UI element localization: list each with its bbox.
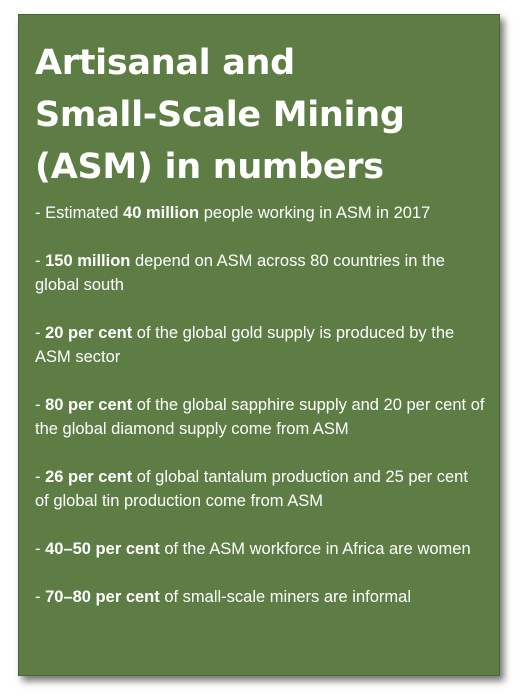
fact-prefix: - bbox=[35, 324, 46, 342]
fact-text: depend on ASM across 80 countries in the… bbox=[35, 252, 445, 294]
fact-highlight: 26 per cent bbox=[45, 468, 133, 486]
fact-item-gold: - 20 per cent of the global gold supply … bbox=[35, 321, 485, 369]
fact-item-asm-workers: - Estimated 40 million people working in… bbox=[35, 201, 485, 225]
fact-text: of the global gold supply is produced by… bbox=[35, 324, 455, 366]
fact-highlight: 40–50 per cent bbox=[45, 540, 160, 558]
title-line-3: (ASM) in numbers bbox=[35, 147, 384, 187]
info-card: Artisanal and Small-Scale Mining (ASM) i… bbox=[18, 14, 500, 676]
fact-prefix: - bbox=[35, 396, 46, 414]
fact-item-women: - 40–50 per cent of the ASM workforce in… bbox=[35, 537, 485, 561]
title-line-1: Artisanal and bbox=[35, 43, 295, 83]
fact-highlight: 20 per cent bbox=[45, 324, 133, 342]
fact-highlight: 70–80 per cent bbox=[45, 588, 160, 606]
fact-prefix: - bbox=[35, 540, 46, 558]
fact-item-tantalum-tin: - 26 per cent of global tantalum product… bbox=[35, 465, 485, 513]
fact-text: people working in ASM in 2017 bbox=[199, 204, 431, 222]
fact-item-sapphire-diamond: - 80 per cent of the global sapphire sup… bbox=[35, 393, 485, 441]
fact-prefix: - bbox=[35, 588, 46, 606]
card-title: Artisanal and Small-Scale Mining (ASM) i… bbox=[35, 37, 485, 193]
fact-highlight: 40 million bbox=[123, 204, 200, 222]
title-line-2: Small-Scale Mining bbox=[35, 95, 405, 135]
fact-item-informal: - 70–80 per cent of small-scale miners a… bbox=[35, 585, 485, 609]
fact-text: of the ASM workforce in Africa are women bbox=[159, 540, 471, 558]
fact-item-dependents: - 150 million depend on ASM across 80 co… bbox=[35, 249, 485, 297]
fact-prefix: - Estimated bbox=[35, 204, 124, 222]
fact-text: of the global sapphire supply and 20 per… bbox=[35, 396, 485, 438]
fact-prefix: - bbox=[35, 468, 46, 486]
fact-highlight: 150 million bbox=[45, 252, 131, 270]
fact-prefix: - bbox=[35, 252, 46, 270]
facts-list: - Estimated 40 million people working in… bbox=[35, 201, 485, 609]
fact-text: of global tantalum production and 25 per… bbox=[35, 468, 468, 510]
fact-text: of small-scale miners are informal bbox=[159, 588, 411, 606]
fact-highlight: 80 per cent bbox=[45, 396, 133, 414]
